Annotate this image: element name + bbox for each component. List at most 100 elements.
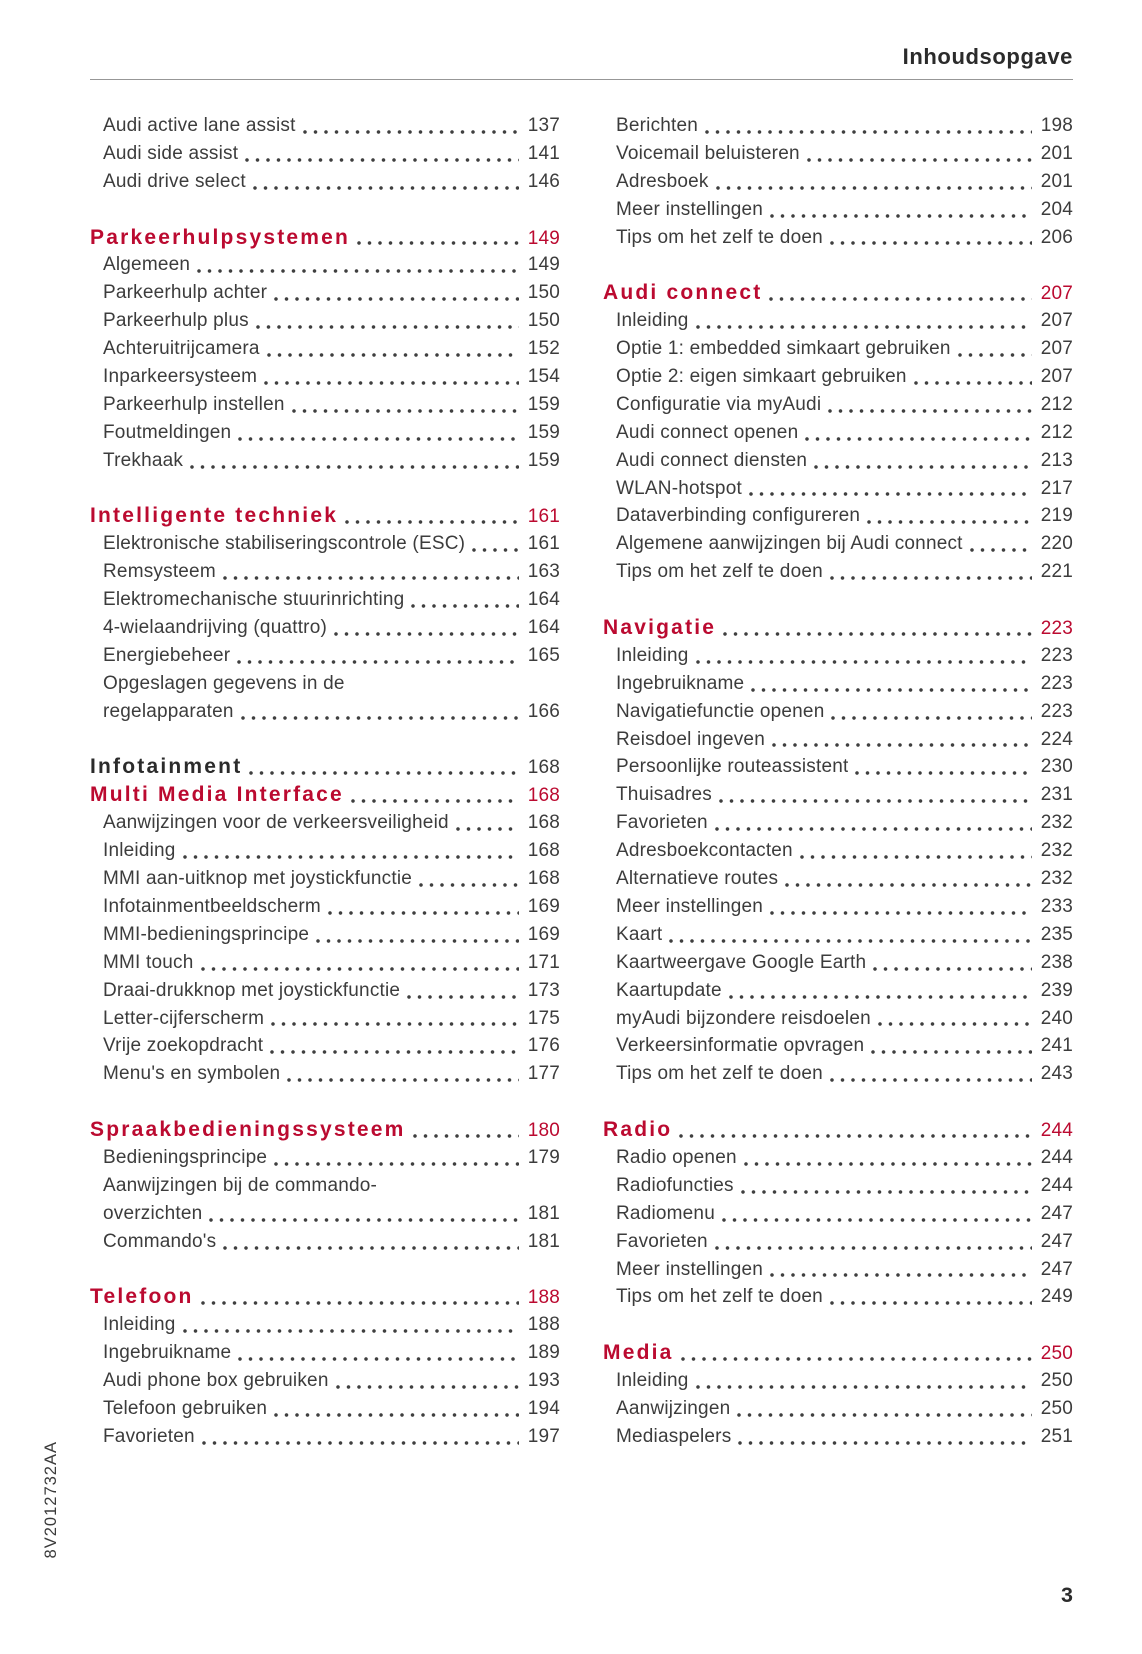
dot-leader: [913, 363, 1032, 391]
entry-page: 249: [1040, 1286, 1073, 1308]
toc-entry: Tips om het zelf te doen 249: [603, 1283, 1073, 1312]
toc-entry: Achteruitrijcamera 152: [90, 335, 560, 364]
entry-page: 159: [527, 449, 560, 471]
dot-leader: [238, 1339, 519, 1368]
toc-entry: Algemeen 149: [90, 251, 560, 280]
toc-entry: Adresboek 201: [603, 167, 1073, 196]
entry-label: Inleiding: [103, 840, 176, 862]
dot-leader: [209, 1199, 519, 1228]
entry-label: Persoonlijke routeassistent: [616, 756, 849, 778]
entry-label: Audi connect openen: [616, 421, 799, 443]
dot-leader: [271, 1004, 519, 1033]
dot-leader: [679, 1116, 1032, 1144]
dot-leader: [407, 976, 519, 1005]
toc-entry: Radiomenu 247: [603, 1199, 1073, 1228]
toc-entry: Optie 1: embedded simkaart gebruiken 207: [603, 335, 1073, 364]
entry-label: Draai-drukknop met joystickfunctie: [103, 979, 401, 1001]
toc-gap: [603, 586, 1073, 614]
dot-leader: [350, 781, 519, 810]
toc-gap: [90, 1088, 560, 1116]
entry-label: Aanwijzingen: [616, 1397, 731, 1419]
entry-label: Parkeerhulp instellen: [103, 393, 285, 415]
dot-leader: [831, 697, 1032, 726]
toc-entry: Telefoon gebruiken 194: [90, 1394, 560, 1423]
entry-label: Energiebeheer: [103, 644, 231, 666]
dot-leader: [252, 167, 519, 196]
toc-section-header: Intelligente techniek 161: [90, 502, 560, 531]
entry-label: Commando's: [103, 1230, 217, 1252]
entry-page: 152: [527, 338, 560, 360]
entry-page: 198: [1040, 115, 1073, 136]
entry-label: Inleiding: [616, 310, 689, 332]
entry-label: WLAN-hotspot: [616, 477, 742, 499]
toc-section-header: Spraakbedieningssysteem 180: [90, 1116, 560, 1144]
dot-leader: [714, 809, 1032, 838]
entry-page: 223: [1040, 672, 1073, 694]
entry-page: 168: [527, 757, 560, 779]
entry-label: Telefoon: [90, 1285, 194, 1309]
toc-entry: Audi side assist 141: [90, 139, 560, 168]
toc-entry: Tips om het zelf te doen 221: [603, 558, 1073, 587]
toc-entry: MMI-bedieningsprincipe 169: [90, 920, 560, 949]
toc-entry: Kaartweergave Google Earth 238: [603, 948, 1073, 977]
dot-leader: [270, 1032, 519, 1061]
toc-gap: [603, 1088, 1073, 1116]
toc-entry: Parkeerhulp instellen 159: [90, 390, 560, 419]
toc-section-header: Radio 244: [603, 1116, 1073, 1144]
toc-entry: Inleiding 188: [90, 1311, 560, 1340]
toc-entry: Ingebruikname 189: [90, 1339, 560, 1368]
dot-leader: [200, 948, 519, 977]
toc-entry: Favorieten 247: [603, 1227, 1073, 1256]
entry-page: 193: [527, 1370, 560, 1392]
entry-page: 241: [1040, 1035, 1073, 1057]
entry-label: Kaartupdate: [616, 979, 722, 1001]
toc-entry: Meer instellingen 233: [603, 892, 1073, 921]
toc-entry: Menu's en symbolen 177: [90, 1060, 560, 1089]
dot-leader: [771, 725, 1032, 754]
dot-leader: [190, 446, 519, 475]
entry-label: Foutmeldingen: [103, 421, 232, 443]
dot-leader: [799, 837, 1032, 866]
toc-entry: Audi connect diensten 213: [603, 446, 1073, 475]
entry-page: 232: [1040, 812, 1073, 834]
entry-label: Ingebruikname: [616, 672, 745, 694]
dot-leader: [806, 139, 1032, 168]
entry-label: Meer instellingen: [616, 895, 764, 917]
toc-entry: MMI touch 171: [90, 948, 560, 977]
entry-page: 188: [527, 1314, 560, 1336]
entry-label: Opgeslagen gegevens in de: [103, 672, 345, 694]
entry-label: Meer instellingen: [616, 198, 764, 220]
dot-leader: [738, 1422, 1032, 1451]
entry-label: Tips om het zelf te doen: [616, 226, 823, 248]
entry-page: 179: [527, 1146, 560, 1168]
entry-label: Optie 2: eigen simkaart gebruiken: [616, 366, 907, 388]
toc-section-header: Audi connect 207: [603, 279, 1073, 308]
toc-entry: Reisdoel ingeven 224: [603, 725, 1073, 754]
dot-leader: [182, 1311, 519, 1340]
entry-label: MMI aan-uitknop met joystickfunctie: [103, 868, 413, 890]
entry-label: MMI-bedieningsprincipe: [103, 923, 310, 945]
entry-page: 223: [1040, 618, 1073, 640]
entry-label: Aanwijzingen bij de commando-: [103, 1174, 378, 1196]
dot-leader: [266, 335, 519, 364]
entry-page: 219: [1040, 505, 1073, 527]
toc-entry: Aanwijzingen voor de verkeersveiligheid 1…: [90, 809, 560, 838]
entry-page: 168: [527, 840, 560, 862]
dot-leader: [723, 614, 1032, 642]
dot-leader: [740, 1171, 1032, 1200]
dot-leader: [785, 865, 1032, 893]
dot-leader: [237, 641, 519, 670]
entry-page: 137: [527, 115, 560, 136]
entry-page: 213: [1040, 449, 1073, 471]
toc-entry: Audi connect openen 212: [603, 418, 1073, 447]
entry-label: Infotainmentbeeldscherm: [103, 895, 321, 917]
entry-label: Bedieningsprincipe: [103, 1146, 268, 1168]
dot-leader: [695, 307, 1032, 336]
entry-label: Radiomenu: [616, 1202, 715, 1224]
dot-leader: [455, 809, 519, 838]
toc-entry: Trekhaak 159: [90, 446, 560, 475]
toc-entry: Energiebeheer 165: [90, 641, 560, 670]
entry-page: 201: [1040, 142, 1073, 164]
entry-page: 244: [1040, 1120, 1073, 1142]
toc-entry: Audi phone box gebruiken 193: [90, 1367, 560, 1395]
